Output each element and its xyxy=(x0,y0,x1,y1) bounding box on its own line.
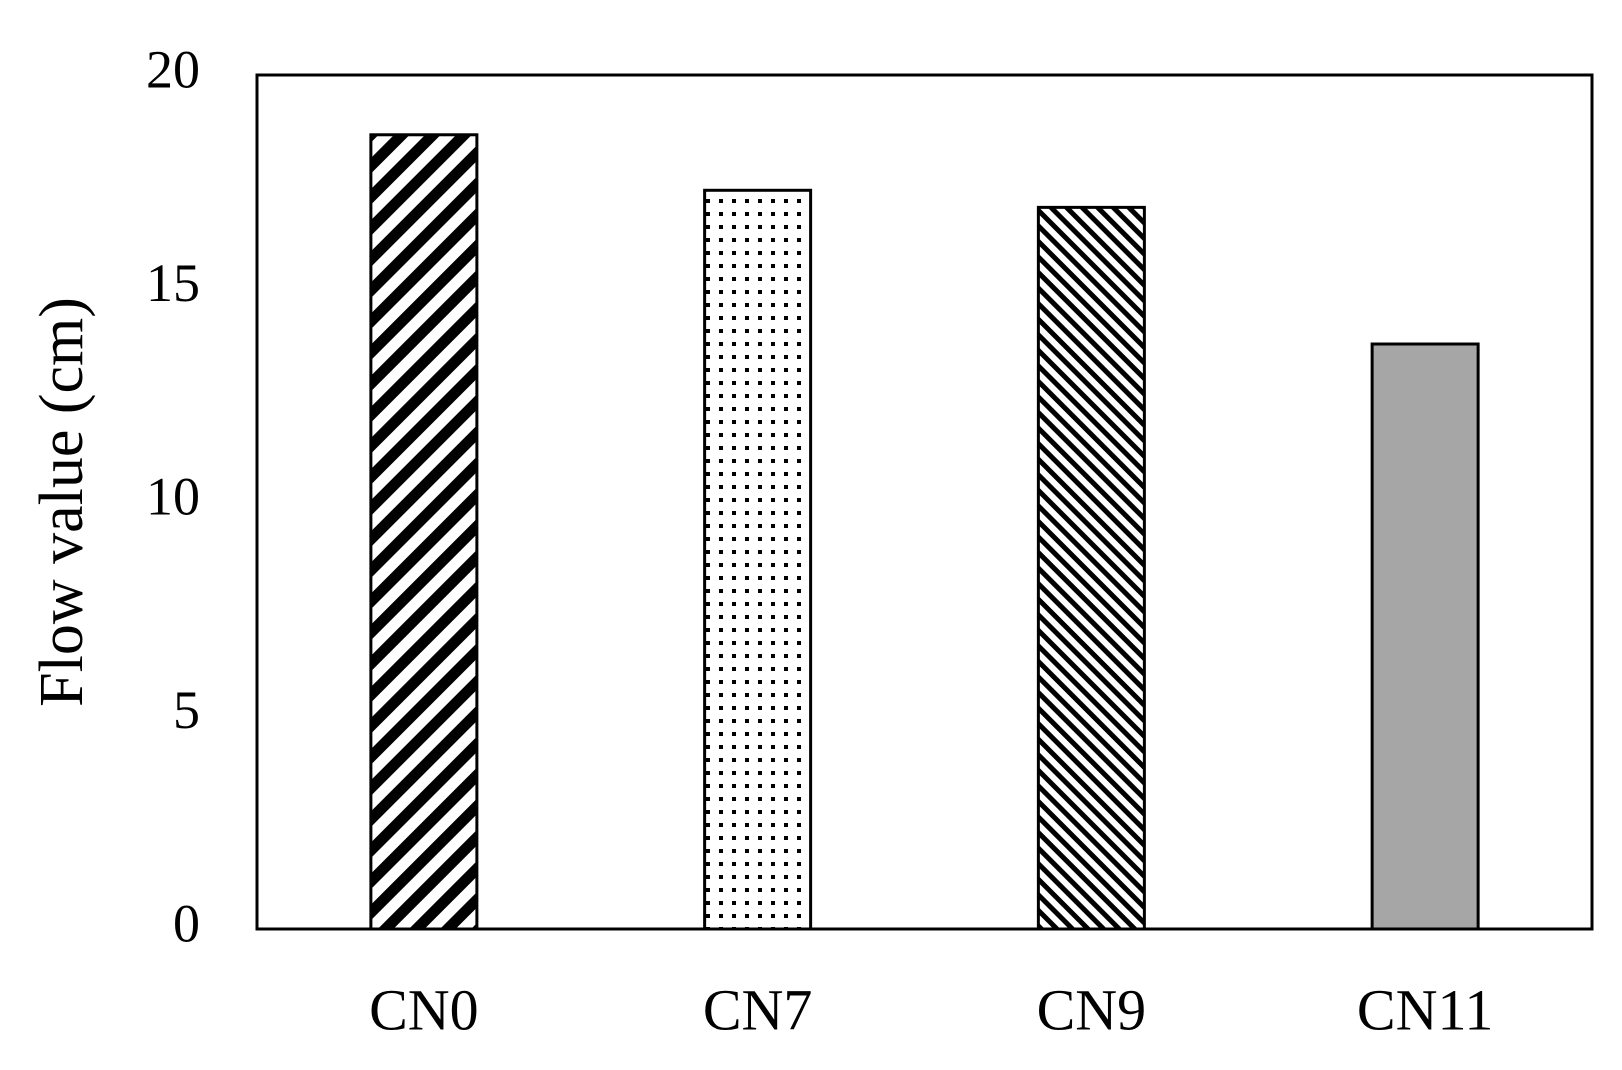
y-tick-label: 15 xyxy=(146,253,200,313)
x-tick-label: CN9 xyxy=(1037,977,1147,1042)
bar xyxy=(703,188,813,931)
bar xyxy=(1370,342,1480,931)
y-tick-label: 20 xyxy=(146,39,200,99)
x-tick-label: CN7 xyxy=(703,977,813,1042)
y-axis-title: Flow value (cm) xyxy=(28,297,96,707)
y-tick-label: 5 xyxy=(173,680,200,740)
x-tick-label: CN11 xyxy=(1357,977,1493,1042)
bar xyxy=(1036,205,1146,931)
bar xyxy=(369,133,479,931)
plot-frame xyxy=(255,73,1594,931)
x-tick-label: CN0 xyxy=(369,977,479,1042)
y-tick-label: 0 xyxy=(173,893,200,953)
y-tick-label: 10 xyxy=(146,466,200,526)
